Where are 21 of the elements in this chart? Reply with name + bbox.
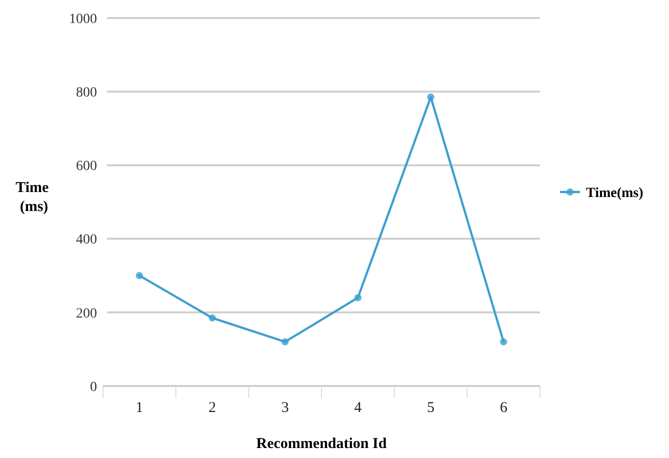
y-axis-title: Time (ms) xyxy=(16,180,52,215)
point xyxy=(500,338,508,346)
x-tick-label: 1 xyxy=(136,400,144,416)
point xyxy=(282,338,289,346)
y-tick-label: 800 xyxy=(76,86,97,100)
legend-label: Time(ms) xyxy=(586,186,644,201)
x-tick-label: 2 xyxy=(208,400,216,416)
x-axis-title: Recommendation Id xyxy=(256,436,388,452)
x-tick-label: 4 xyxy=(354,400,362,416)
y-tick-label: 0 xyxy=(90,380,97,395)
x-tick-label: 5 xyxy=(427,400,434,416)
y-tick-label: 400 xyxy=(76,232,97,248)
y-tick-label: 600 xyxy=(76,159,97,174)
x-tick-label: 6 xyxy=(500,400,508,416)
y-tick-label: 200 xyxy=(76,306,97,322)
y-tick-label: 1000 xyxy=(69,12,97,27)
point xyxy=(354,294,362,302)
x-tick-label: 3 xyxy=(281,400,289,416)
point xyxy=(427,94,434,101)
point xyxy=(208,314,216,322)
point xyxy=(136,272,143,280)
